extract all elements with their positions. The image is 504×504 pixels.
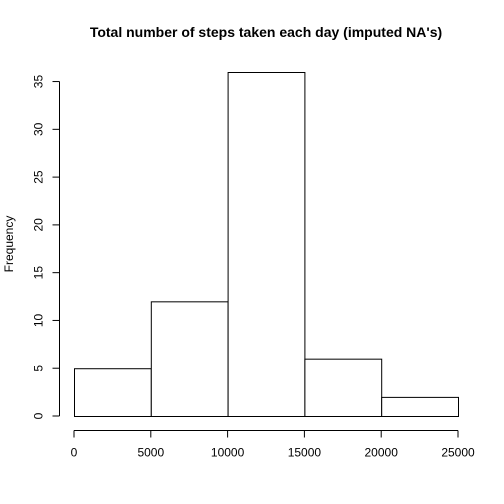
y-axis: 0 5 10 15 20 25 30 35 [32, 75, 60, 419]
x-tick-label: 20000 [365, 446, 399, 460]
y-tick-label: 20 [32, 218, 46, 232]
bar-1 [150, 301, 229, 418]
x-tick-label: 25000 [441, 446, 475, 460]
y-tick-label: 25 [32, 170, 46, 184]
bar-2 [227, 72, 306, 417]
bar-0 [74, 368, 152, 418]
y-tick-label: 35 [32, 75, 46, 89]
y-axis-label: Frequency [2, 216, 16, 273]
x-tick-label: 5000 [137, 446, 164, 460]
bar-3 [304, 358, 383, 417]
x-axis: 0 5000 10000 15000 20000 25000 [71, 430, 475, 460]
x-tick-label: 15000 [288, 446, 322, 460]
y-tick-label: 30 [32, 122, 46, 136]
x-tick-label: 10000 [211, 446, 245, 460]
y-tick-label: 0 [32, 412, 46, 419]
x-tick-label: 0 [71, 446, 78, 460]
bar-4 [381, 396, 460, 417]
y-tick-label: 5 [32, 365, 46, 372]
bars-group [74, 72, 460, 418]
y-tick-label: 10 [32, 313, 46, 327]
chart-title: Total number of steps taken each day (im… [90, 24, 442, 40]
y-tick-label: 15 [32, 266, 46, 280]
